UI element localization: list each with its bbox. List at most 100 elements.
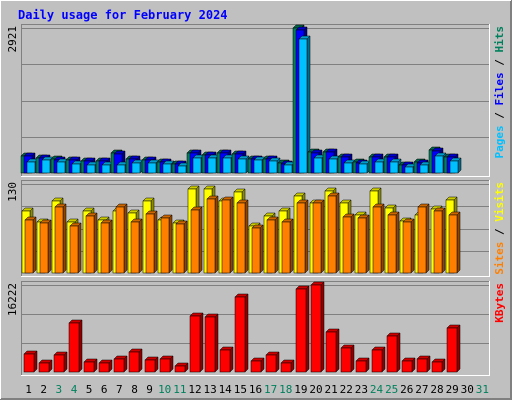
bar-face	[53, 354, 65, 373]
day-label-2: 2	[40, 383, 47, 396]
y-max-label: 130	[6, 182, 19, 202]
bar-kbytes-day-12	[189, 312, 204, 373]
bar-face	[387, 214, 397, 274]
day-label-19: 19	[294, 383, 307, 396]
day-label-14: 14	[219, 383, 233, 396]
bar-kbytes-day-24	[371, 346, 386, 373]
bar-sites-day-16	[251, 224, 264, 274]
bar-side	[244, 199, 249, 274]
bar-face	[23, 353, 35, 373]
bar-side	[78, 319, 83, 373]
bar-kbytes-day-7	[113, 355, 128, 373]
bar-kbytes-day-15	[234, 293, 249, 373]
panel-legend: KBytes	[493, 283, 506, 323]
bar-face	[310, 284, 322, 373]
bar-kbytes-day-20	[310, 281, 325, 373]
bar-face	[355, 360, 367, 373]
bar-side	[259, 224, 264, 274]
bar-face	[253, 159, 263, 174]
bar-face	[115, 206, 125, 274]
bar-sites-day-12	[190, 206, 203, 274]
bar-face	[448, 214, 458, 274]
bar-sites-day-22	[342, 213, 355, 274]
day-label-7: 7	[116, 383, 123, 396]
bar-kbytes-day-11	[174, 362, 189, 373]
bar-face	[298, 38, 308, 174]
bar-face	[358, 163, 368, 174]
day-label-18: 18	[279, 383, 292, 396]
bar-pages-day-29	[449, 157, 462, 174]
legend-entry: Files	[493, 72, 506, 105]
bar-side	[456, 211, 461, 274]
day-label-21: 21	[324, 383, 337, 396]
bar-face	[340, 347, 352, 373]
bar-side	[320, 281, 325, 373]
bar-face	[144, 359, 156, 373]
bar-kbytes-day-23	[355, 357, 370, 373]
bar-face	[371, 349, 383, 373]
bar-side	[305, 285, 310, 373]
bar-side	[138, 218, 143, 274]
bar-side	[456, 324, 461, 373]
bar-kbytes-day-29	[446, 324, 461, 373]
y-max-label: 2921	[6, 26, 19, 53]
bar-face	[204, 316, 216, 373]
bar-side	[380, 203, 385, 274]
bar-face	[416, 358, 428, 373]
bar-face	[266, 219, 276, 274]
bar-face	[147, 162, 157, 174]
bar-side	[93, 212, 98, 274]
bar-face	[162, 163, 172, 174]
bar-face	[160, 217, 170, 274]
panel-legend: Sites / Visits	[493, 182, 506, 275]
legend-entry: /	[493, 222, 506, 242]
bar-kbytes-day-5	[83, 358, 98, 373]
bar-sites-day-24	[372, 203, 385, 274]
bar-kbytes-day-18	[280, 359, 295, 373]
bar-face	[145, 213, 155, 274]
bar-kbytes-day-27	[416, 355, 431, 373]
legend-entry: Hits	[493, 26, 506, 53]
bar-side	[304, 199, 309, 274]
bar-face	[312, 202, 322, 274]
bar-side	[425, 203, 430, 274]
bar-sites-day-10	[160, 214, 173, 274]
bar-pages-day-8	[131, 159, 144, 174]
bar-face	[434, 155, 444, 174]
bar-side	[229, 196, 234, 274]
bar-side	[198, 206, 203, 274]
panel-legend: Pages / Files / Hits	[493, 26, 506, 159]
bar-side	[441, 207, 446, 274]
day-label-10: 10	[158, 383, 171, 396]
bar-face	[281, 221, 291, 274]
bar-side	[47, 219, 52, 274]
bar-kbytes-day-1	[23, 350, 38, 373]
bar-pages-day-15	[237, 155, 250, 174]
bar-face	[24, 219, 34, 274]
bar-side	[138, 348, 143, 373]
bar-side	[229, 346, 234, 373]
bar-sites-day-23	[357, 214, 370, 274]
bar-face	[131, 162, 141, 174]
legend-entry: Pages	[493, 125, 506, 158]
day-label-23: 23	[355, 383, 368, 396]
bar-face	[325, 331, 337, 373]
bar-face	[68, 322, 80, 373]
bar-side	[214, 313, 219, 373]
bar-face	[313, 157, 323, 174]
day-label-5: 5	[86, 383, 93, 396]
bar-sites-day-7	[115, 203, 128, 274]
bar-side	[335, 328, 340, 373]
panel-pages_files_hits: 2921 Pages / Files / Hits	[6, 24, 506, 177]
panel-visits_sites: 130 Sites / Visits	[6, 180, 506, 277]
bar-side	[350, 344, 355, 373]
bar-face	[69, 225, 79, 274]
bar-sites-day-21	[327, 192, 340, 274]
bar-face	[386, 335, 398, 373]
bar-face	[404, 166, 414, 174]
bar-face	[446, 327, 458, 373]
bar-face	[265, 354, 277, 373]
bar-face	[113, 358, 125, 373]
day-label-11: 11	[173, 383, 186, 396]
